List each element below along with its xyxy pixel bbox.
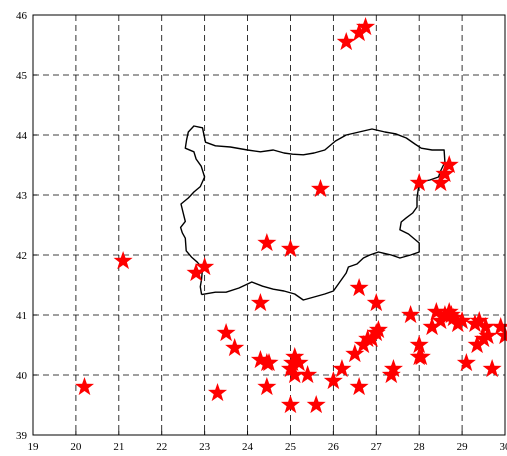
y-tick-label: 44 — [16, 130, 28, 142]
data-point-star — [280, 395, 300, 414]
y-tick-label: 41 — [16, 310, 27, 322]
data-point-star — [426, 302, 446, 321]
y-tick-label: 43 — [16, 190, 28, 202]
x-tick-label: 26 — [328, 441, 340, 453]
y-tick-label: 42 — [16, 250, 27, 262]
x-tick-label: 27 — [371, 441, 383, 453]
data-point-star — [306, 395, 326, 414]
data-point-star — [467, 335, 487, 354]
data-point-star — [439, 302, 459, 321]
x-tick-label: 30 — [500, 441, 507, 453]
data-point-star — [482, 359, 502, 378]
x-tick-label: 20 — [70, 441, 82, 453]
data-point-star — [491, 317, 507, 336]
data-point-star — [349, 377, 369, 396]
data-point-star — [474, 329, 494, 348]
data-point-star — [74, 377, 94, 396]
data-point-star — [368, 320, 388, 339]
data-point-star — [323, 371, 343, 390]
plot-frame — [32, 14, 506, 436]
data-point-star — [285, 365, 305, 384]
data-point-star — [349, 23, 369, 42]
data-point-star — [250, 293, 270, 312]
data-point-star — [411, 347, 431, 366]
data-point-star — [332, 359, 352, 378]
data-point-star — [356, 17, 376, 36]
data-point-star — [250, 350, 270, 369]
data-point-star — [476, 317, 496, 336]
border-outline-layer — [179, 125, 446, 301]
data-point-star — [345, 344, 365, 363]
data-point-star — [435, 305, 455, 324]
data-point-star — [465, 314, 485, 333]
data-point-star — [280, 239, 300, 258]
data-point-star — [289, 353, 309, 372]
data-point-star — [478, 326, 498, 345]
data-points — [74, 17, 507, 414]
x-tick-label: 28 — [414, 441, 426, 453]
data-point-star — [409, 335, 429, 354]
data-point-star — [435, 164, 455, 183]
data-point-star — [431, 173, 451, 192]
x-tick-label: 25 — [285, 441, 297, 453]
data-point-star — [401, 305, 421, 324]
data-point-star — [257, 377, 277, 396]
data-point-star — [469, 311, 489, 330]
y-tick-label: 39 — [16, 430, 28, 442]
x-tick-label: 23 — [199, 441, 211, 453]
data-point-star — [383, 359, 403, 378]
data-point-star — [208, 383, 228, 402]
data-point-star — [113, 251, 133, 270]
data-point-star — [298, 365, 318, 384]
x-tick-label: 19 — [28, 441, 40, 453]
data-point-star — [257, 233, 277, 252]
data-point-star — [409, 173, 429, 192]
data-point-star — [448, 314, 468, 333]
y-tick-label: 40 — [16, 370, 28, 382]
data-point-star — [456, 353, 476, 372]
y-tick-label: 46 — [16, 10, 28, 22]
x-axis-ticks: 19 20 21 22 23 24 25 26 27 28 29 30 — [28, 431, 507, 453]
data-point-star — [495, 326, 507, 345]
data-point-star — [366, 293, 386, 312]
x-tick-label: 22 — [156, 441, 167, 453]
x-tick-label: 29 — [457, 441, 469, 453]
grid-lines — [33, 15, 505, 435]
data-point-star — [452, 311, 472, 330]
data-point-star — [310, 179, 330, 198]
bulgaria-border-outline — [179, 125, 446, 301]
data-point-star — [259, 353, 279, 372]
x-tick-label: 24 — [242, 441, 254, 453]
y-tick-label: 45 — [16, 70, 28, 82]
data-point-star — [285, 347, 305, 366]
data-point-star — [195, 257, 215, 276]
data-point-star — [439, 155, 459, 174]
data-point-star — [216, 323, 236, 342]
data-point-star — [225, 338, 245, 357]
data-point-star — [422, 317, 442, 336]
data-point-star — [349, 278, 369, 297]
data-point-star — [336, 32, 356, 51]
y-axis-ticks: 39 40 41 42 43 44 45 46 — [16, 10, 37, 442]
x-tick-label: 21 — [113, 441, 124, 453]
data-point-star — [186, 263, 206, 282]
